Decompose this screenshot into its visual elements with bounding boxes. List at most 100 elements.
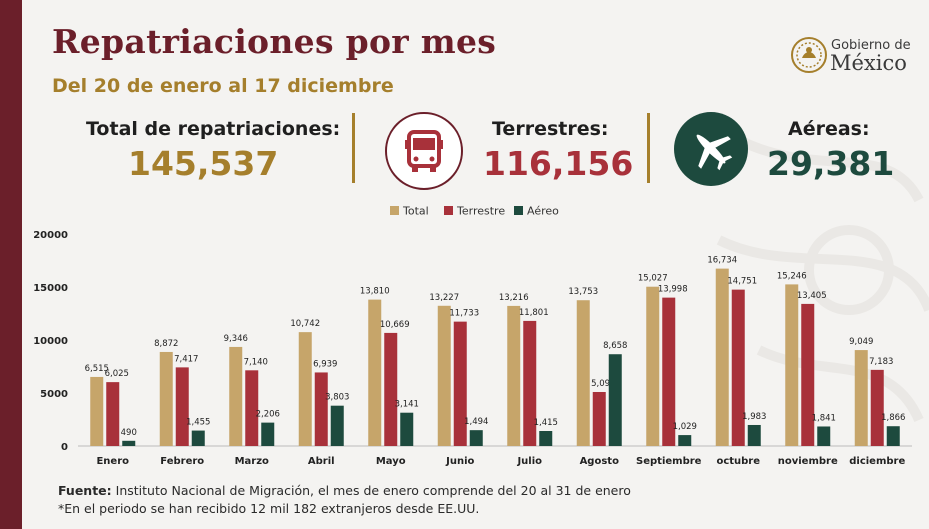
gobierno-logo: Gobierno de México <box>790 34 920 78</box>
bar-terrestre-mayo <box>384 332 398 446</box>
x-tick-label: Julio <box>516 456 542 467</box>
x-tick-label: diciembre <box>849 456 905 467</box>
bar-total-noviembre <box>785 284 799 446</box>
data-label: 7,183 <box>869 357 893 367</box>
aereas-label: Aéreas: <box>788 118 870 140</box>
data-label: 11,733 <box>449 309 479 319</box>
data-label: 9,346 <box>224 334 248 344</box>
bar-aéreo-enero <box>122 440 136 446</box>
data-label: 15,246 <box>777 271 807 281</box>
x-tick-label: Marzo <box>235 456 269 467</box>
terrestres-value: 116,156 <box>483 144 634 183</box>
data-label: 6,515 <box>85 364 109 374</box>
data-label: 8,658 <box>603 341 627 351</box>
data-label: 10,669 <box>380 320 410 330</box>
bar-total-enero <box>90 376 104 446</box>
footer-source: Fuente: Instituto Nacional de Migración,… <box>58 482 631 500</box>
bar-terrestre-julio <box>523 320 537 446</box>
data-label: 490 <box>121 428 137 438</box>
data-label: 1,415 <box>534 418 558 428</box>
total-label: Total de repatriaciones: <box>86 118 341 140</box>
footer-source-text: Instituto Nacional de Migración, el mes … <box>111 483 631 498</box>
data-label: 1,983 <box>742 412 766 422</box>
data-label: 6,939 <box>313 359 337 369</box>
x-tick-label: octubre <box>716 456 760 467</box>
bar-total-diciembre <box>854 350 868 446</box>
page-title: Repatriaciones por mes <box>52 22 497 61</box>
y-tick-label: 20000 <box>33 230 68 241</box>
y-axis: 0 5000 10000 15000 20000 <box>33 230 912 453</box>
bar-aéreo-mayo <box>400 412 414 446</box>
data-label: 9,049 <box>849 337 873 347</box>
data-label: 1,494 <box>464 417 488 427</box>
logo-text-top: Gobierno de <box>831 38 911 53</box>
bar-terrestre-noviembre <box>801 303 815 446</box>
divider-2 <box>647 113 650 183</box>
bar-total-julio <box>507 305 521 446</box>
data-label: 1,841 <box>812 413 836 423</box>
y-tick-label: 5000 <box>40 389 68 400</box>
bar-total-octubre <box>715 268 729 446</box>
y-tick-label: 15000 <box>33 283 68 294</box>
divider-1 <box>352 113 355 183</box>
legend-swatch-1 <box>390 206 399 215</box>
x-tick-label: Abril <box>308 456 335 467</box>
logo-text-main: México <box>830 51 907 75</box>
bar-terrestre-abril <box>314 372 328 446</box>
bar-terrestre-diciembre <box>870 369 884 446</box>
bus-icon <box>385 112 463 190</box>
x-tick-label: Agosto <box>580 456 620 467</box>
bar-aéreo-junio <box>469 430 483 446</box>
x-tick-label: Septiembre <box>636 456 702 467</box>
bar-aéreo-octubre <box>747 424 761 446</box>
legend-swatch-2 <box>444 206 453 215</box>
bar-aéreo-septiembre <box>678 435 692 446</box>
footer-source-label: Fuente: <box>58 483 112 498</box>
bar-terrestre-septiembre <box>662 297 676 446</box>
bar-aéreo-febrero <box>191 430 205 446</box>
bar-total-marzo <box>229 346 243 446</box>
seal-icon <box>791 37 827 73</box>
bar-terrestre-octubre <box>731 289 745 446</box>
repatriaciones-bar-chart: Total Terrestre Aéreo 0 5000 10000 15000 20000… <box>33 205 912 467</box>
bar-total-mayo <box>368 299 382 446</box>
data-label: 13,227 <box>429 293 459 303</box>
data-label: 13,753 <box>568 287 598 297</box>
data-label: 13,810 <box>360 287 390 297</box>
data-label: 5,095 <box>591 379 615 389</box>
bar-terrestre-agosto <box>592 391 606 446</box>
brand-side-bar <box>0 0 22 529</box>
footer-note: *En el periodo se han recibido 12 mil 18… <box>58 501 480 516</box>
data-label: 3,141 <box>395 400 419 410</box>
data-label: 3,803 <box>325 393 349 403</box>
data-label: 1,455 <box>186 418 210 428</box>
data-label: 6,025 <box>105 369 129 379</box>
x-tick-label: noviembre <box>778 456 838 467</box>
data-label: 1,866 <box>881 413 905 423</box>
legend-label-2: Terrestre <box>456 205 505 218</box>
terrestres-label: Terrestres: <box>492 118 609 140</box>
x-axis: Enero Febrero Marzo Abril Mayo Junio Julio Agos… <box>96 456 905 467</box>
bar-aéreo-agosto <box>608 354 622 446</box>
data-label: 7,140 <box>244 357 268 367</box>
aereas-value: 29,381 <box>767 144 895 183</box>
data-label: 10,742 <box>290 319 320 329</box>
y-tick-label: 0 <box>61 442 68 453</box>
legend-label-1: Total <box>402 205 429 218</box>
x-tick-label: Enero <box>96 456 129 467</box>
legend-label-3: Aéreo <box>527 205 559 218</box>
data-label: 14,751 <box>727 277 757 287</box>
x-tick-label: Junio <box>445 456 474 467</box>
page-subtitle: Del 20 de enero al 17 diciembre <box>52 75 394 97</box>
bar-total-agosto <box>576 300 590 446</box>
data-label: 13,216 <box>499 293 529 303</box>
bar-total-abril <box>298 332 312 446</box>
bar-terrestre-junio <box>453 321 467 446</box>
bar-aéreo-noviembre <box>817 426 831 446</box>
y-tick-label: 10000 <box>33 336 68 347</box>
bar-total-junio <box>437 305 451 446</box>
background-pattern <box>716 135 929 423</box>
total-value: 145,537 <box>128 144 279 183</box>
bar-terrestre-enero <box>106 382 120 446</box>
